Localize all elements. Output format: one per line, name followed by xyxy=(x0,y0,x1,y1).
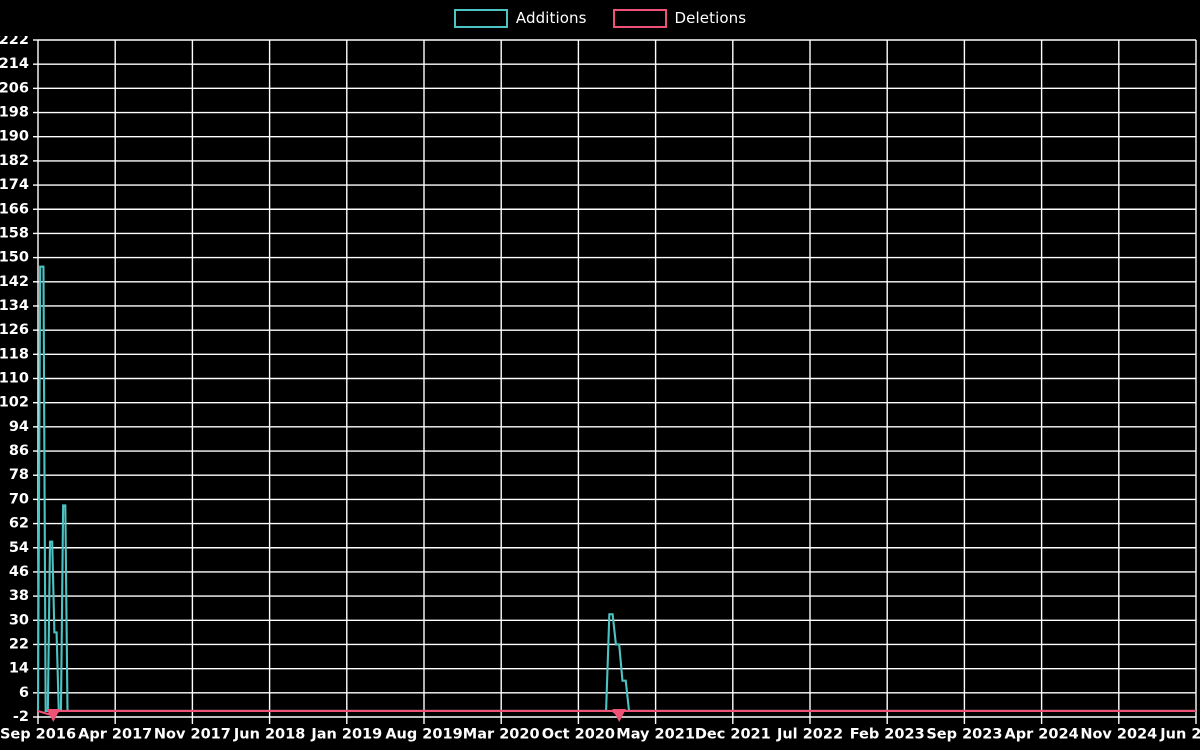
x-tick-label: Aug 2019 xyxy=(385,727,462,743)
x-tick-label: Sep 2023 xyxy=(926,727,1002,743)
y-tick-label: 182 xyxy=(0,153,29,169)
y-tick-label: 110 xyxy=(0,371,29,387)
data-marker-triangle-down xyxy=(612,708,627,722)
y-tick-label: 78 xyxy=(9,467,29,483)
legend-swatch-deletions-icon xyxy=(612,8,667,28)
x-tick-label: Feb 2023 xyxy=(850,727,925,743)
grid-layer xyxy=(37,39,1197,718)
y-tick-label: 190 xyxy=(0,129,29,145)
x-axis-labels: Sep 2016 Apr 2017 Nov 2017 Jun 2018 Jan 2019… xyxy=(0,727,1200,743)
x-tick-label: Apr 2017 xyxy=(78,727,152,743)
x-tick-label: Mar 2020 xyxy=(463,727,540,743)
y-tick-label: 94 xyxy=(9,419,29,435)
x-tick-label: Oct 2020 xyxy=(542,727,615,743)
legend-label-deletions: Deletions xyxy=(674,9,747,27)
axis-layer xyxy=(33,39,1197,724)
y-tick-label: -2 xyxy=(13,709,29,725)
y-tick-label: 134 xyxy=(0,298,29,314)
y-tick-label: 166 xyxy=(0,201,29,217)
series-layer xyxy=(36,265,1196,716)
y-tick-label: 142 xyxy=(0,274,29,290)
x-tick-label: Dec 2021 xyxy=(695,727,771,743)
y-tick-label: 126 xyxy=(0,322,29,338)
x-tick-label: Nov 2017 xyxy=(154,727,231,743)
x-tick-label: Jun 2025 xyxy=(1159,727,1200,743)
y-tick-label: 6 xyxy=(19,685,29,701)
y-tick-label: 70 xyxy=(9,491,29,507)
legend-swatch-additions-icon xyxy=(453,8,508,28)
y-tick-label: 46 xyxy=(9,564,29,580)
y-tick-label: 174 xyxy=(0,177,29,193)
x-tick-label: Nov 2024 xyxy=(1080,727,1157,743)
y-tick-label: 14 xyxy=(9,661,29,677)
y-axis-labels: -2 6 14 22 30 38 46 54 62 70 78 86 94 102 110 118 126 134… xyxy=(0,36,29,725)
x-tick-label: Jun 2018 xyxy=(233,727,305,743)
chart-legend: Additions Deletions xyxy=(0,0,1200,36)
y-tick-label: 22 xyxy=(9,636,29,652)
y-tick-label: 102 xyxy=(0,395,29,411)
plot-svg: -2 6 14 22 30 38 46 54 62 70 78 86 94 102 110 118 126 134… xyxy=(0,36,1200,743)
y-tick-label: 54 xyxy=(9,540,29,556)
x-tick-label: Jul 2022 xyxy=(776,727,843,743)
plot-area-wrapper: -2 6 14 22 30 38 46 54 62 70 78 86 94 102 110 118 126 134… xyxy=(0,36,1200,750)
y-tick-label: 86 xyxy=(9,443,29,459)
x-tick-label: Apr 2024 xyxy=(1005,727,1079,743)
y-tick-label: 30 xyxy=(9,612,29,628)
x-tick-label: Sep 2016 xyxy=(0,727,76,743)
legend-label-additions: Additions xyxy=(515,9,587,27)
y-tick-label: 62 xyxy=(9,516,29,532)
y-tick-label: 198 xyxy=(0,105,29,121)
y-tick-label: 206 xyxy=(0,80,29,96)
series-line-additions xyxy=(36,265,1196,713)
x-tick-label: Jan 2019 xyxy=(310,727,382,743)
data-marker-triangle-down xyxy=(46,708,61,722)
y-tick-label: 158 xyxy=(0,225,29,241)
y-tick-label: 222 xyxy=(0,36,29,48)
y-tick-label: 150 xyxy=(0,250,29,266)
legend-item-additions[interactable]: Additions xyxy=(453,8,587,28)
y-tick-label: 38 xyxy=(9,588,29,604)
legend-item-deletions[interactable]: Deletions xyxy=(612,8,747,28)
y-tick-label: 118 xyxy=(0,346,29,362)
marker-layer xyxy=(46,708,627,722)
x-tick-label: May 2021 xyxy=(616,727,695,743)
y-tick-label: 214 xyxy=(0,56,29,72)
